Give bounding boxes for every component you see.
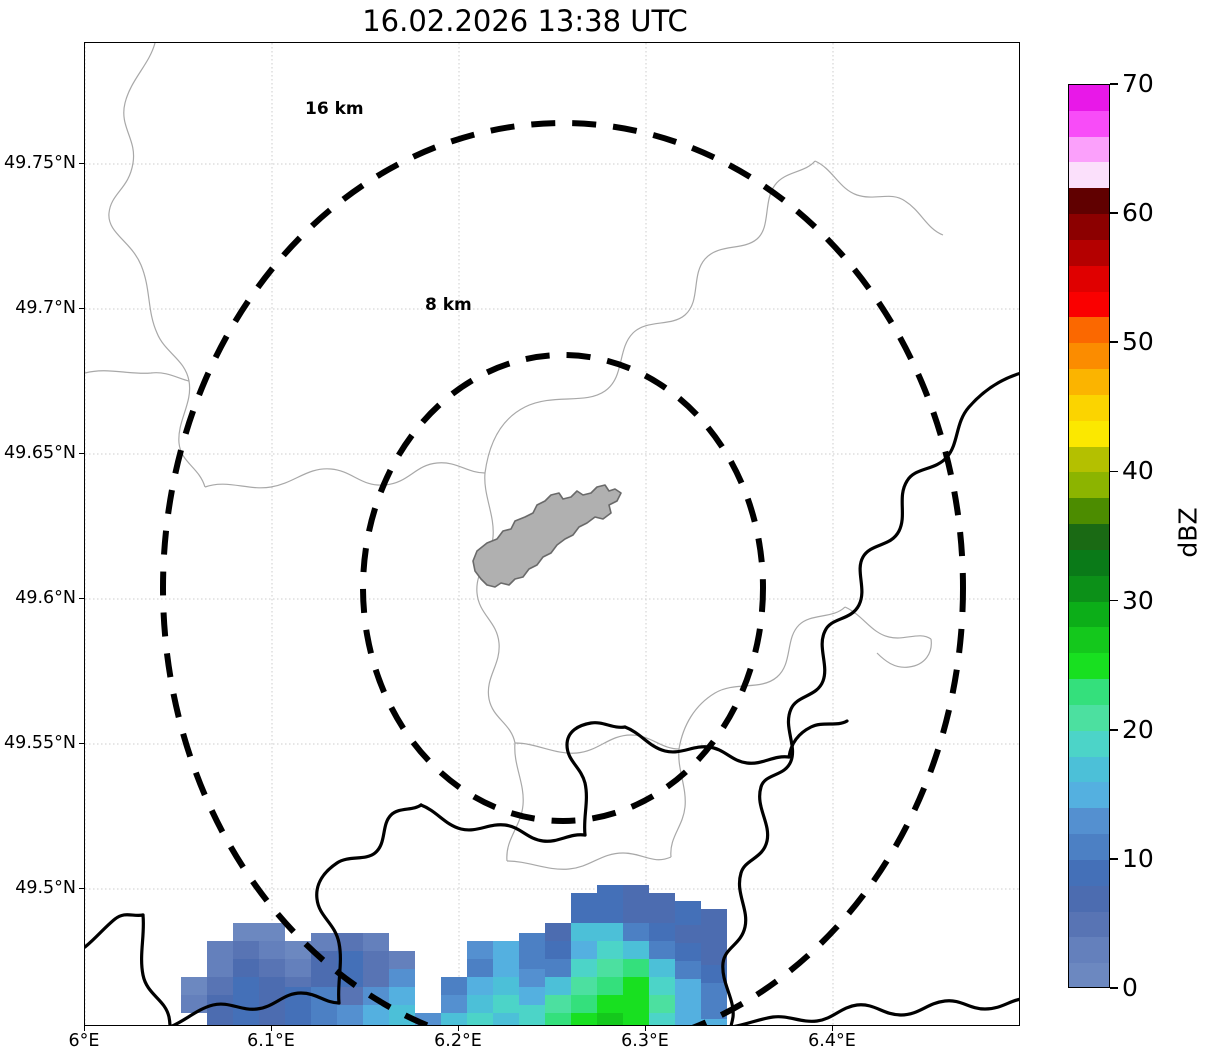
colorbar-tick-mark	[1110, 83, 1118, 85]
y-tick-label-4: 49.55°N	[4, 733, 76, 753]
colorbar-tick-mark	[1110, 599, 1118, 602]
y-tick-mark	[79, 453, 84, 454]
colorbar-segment	[1069, 498, 1109, 525]
y-tick-label-1: 49.7°N	[15, 298, 76, 318]
y-tick-mark	[79, 598, 84, 599]
colorbar-title: dBZ	[1168, 0, 1207, 1064]
colorbar-segment	[1069, 575, 1109, 602]
colorbar-tick-label: 0	[1122, 973, 1138, 1002]
page-title: 16.02.2026 13:38 UTC	[362, 4, 688, 38]
range-ring-16km-label: 16 km	[305, 99, 364, 119]
range-ring-8km	[360, 352, 766, 824]
colorbar-tick-mark	[1110, 341, 1118, 344]
colorbar[interactable]	[1068, 84, 1110, 988]
commune-boundaries	[85, 43, 944, 870]
colorbar-tick-mark	[1110, 212, 1118, 214]
colorbar-segment	[1069, 239, 1109, 266]
colorbar-tick-label: 30	[1122, 585, 1154, 615]
colorbar-tick-mark	[1110, 858, 1118, 860]
x-tick-label-0: 6°E	[68, 1031, 100, 1051]
x-tick-mark	[832, 1026, 833, 1031]
colorbar-tick-label: 60	[1122, 198, 1154, 228]
range-ring-16km	[160, 120, 966, 1025]
x-tick-label-1: 6.1°E	[247, 1031, 295, 1051]
radar-echo-cluster-west	[181, 923, 415, 1025]
colorbar-segment	[1069, 162, 1109, 189]
colorbar-segment	[1069, 110, 1109, 137]
colorbar-segment	[1069, 188, 1109, 215]
y-tick-label-3: 49.6°N	[15, 588, 76, 608]
colorbar-segment	[1069, 394, 1109, 421]
colorbar-tick-mark	[1110, 470, 1118, 473]
y-tick-label-5: 49.5°N	[15, 878, 76, 898]
colorbar-segment	[1069, 472, 1109, 499]
national-border	[85, 371, 1019, 1025]
map-plot-area[interactable]: 16 km 8 km	[84, 42, 1020, 1026]
x-tick-mark	[458, 1026, 459, 1031]
colorbar-tick-label: 40	[1122, 456, 1154, 486]
colorbar-segment	[1069, 85, 1109, 111]
colorbar-segment	[1069, 911, 1109, 938]
colorbar-segment	[1069, 756, 1109, 783]
colorbar-segment	[1069, 601, 1109, 628]
colorbar-tick-mark	[1110, 987, 1118, 989]
colorbar-segment	[1069, 808, 1109, 835]
colorbar-segment	[1069, 782, 1109, 809]
city-polygon	[472, 484, 622, 588]
colorbar-segment	[1069, 343, 1109, 370]
colorbar-segment	[1069, 679, 1109, 705]
colorbar-tick-label: 70	[1122, 69, 1154, 98]
colorbar-tick-label: 10	[1122, 843, 1154, 873]
colorbar-segment	[1069, 859, 1109, 886]
colorbar-segment	[1069, 937, 1109, 964]
x-tick-mark	[84, 1026, 85, 1031]
range-ring-8km-label: 8 km	[425, 295, 472, 315]
colorbar-segment	[1069, 446, 1109, 473]
x-tick-label-4: 6.4°E	[808, 1031, 856, 1051]
colorbar-segment	[1069, 214, 1109, 240]
x-tick-label-3: 6.3°E	[621, 1031, 669, 1051]
colorbar-segment	[1069, 291, 1109, 318]
colorbar-tick-label: 20	[1122, 714, 1154, 744]
colorbar-tick-mark	[1110, 728, 1118, 731]
colorbar-segment	[1069, 653, 1109, 680]
colorbar-segment	[1069, 420, 1109, 447]
colorbar-segment	[1069, 834, 1109, 860]
radar-echo-layer	[181, 885, 727, 1025]
x-tick-mark	[645, 1026, 646, 1031]
colorbar-segment	[1069, 704, 1109, 731]
y-tick-mark	[79, 888, 84, 889]
y-tick-mark	[79, 743, 84, 744]
radar-echo-cluster-east	[415, 885, 727, 1025]
y-tick-label-2: 49.65°N	[4, 443, 76, 463]
x-tick-mark	[271, 1026, 272, 1031]
colorbar-segment	[1069, 885, 1109, 912]
colorbar-segment	[1069, 963, 1109, 987]
colorbar-segment	[1069, 136, 1109, 163]
y-tick-label-0: 49.75°N	[4, 153, 76, 173]
x-tick-label-2: 6.2°E	[434, 1031, 482, 1051]
y-tick-mark	[79, 308, 84, 309]
colorbar-segment	[1069, 730, 1109, 757]
y-tick-mark	[79, 163, 84, 164]
radar-map-svg	[85, 43, 1019, 1025]
colorbar-segment	[1069, 549, 1109, 576]
colorbar-title-text: dBZ	[1173, 506, 1203, 558]
colorbar-tick-label: 50	[1122, 327, 1154, 357]
colorbar-segment	[1069, 369, 1109, 395]
colorbar-segment	[1069, 627, 1109, 654]
colorbar-segment	[1069, 524, 1109, 550]
colorbar-segment	[1069, 317, 1109, 344]
colorbar-segment	[1069, 265, 1109, 292]
